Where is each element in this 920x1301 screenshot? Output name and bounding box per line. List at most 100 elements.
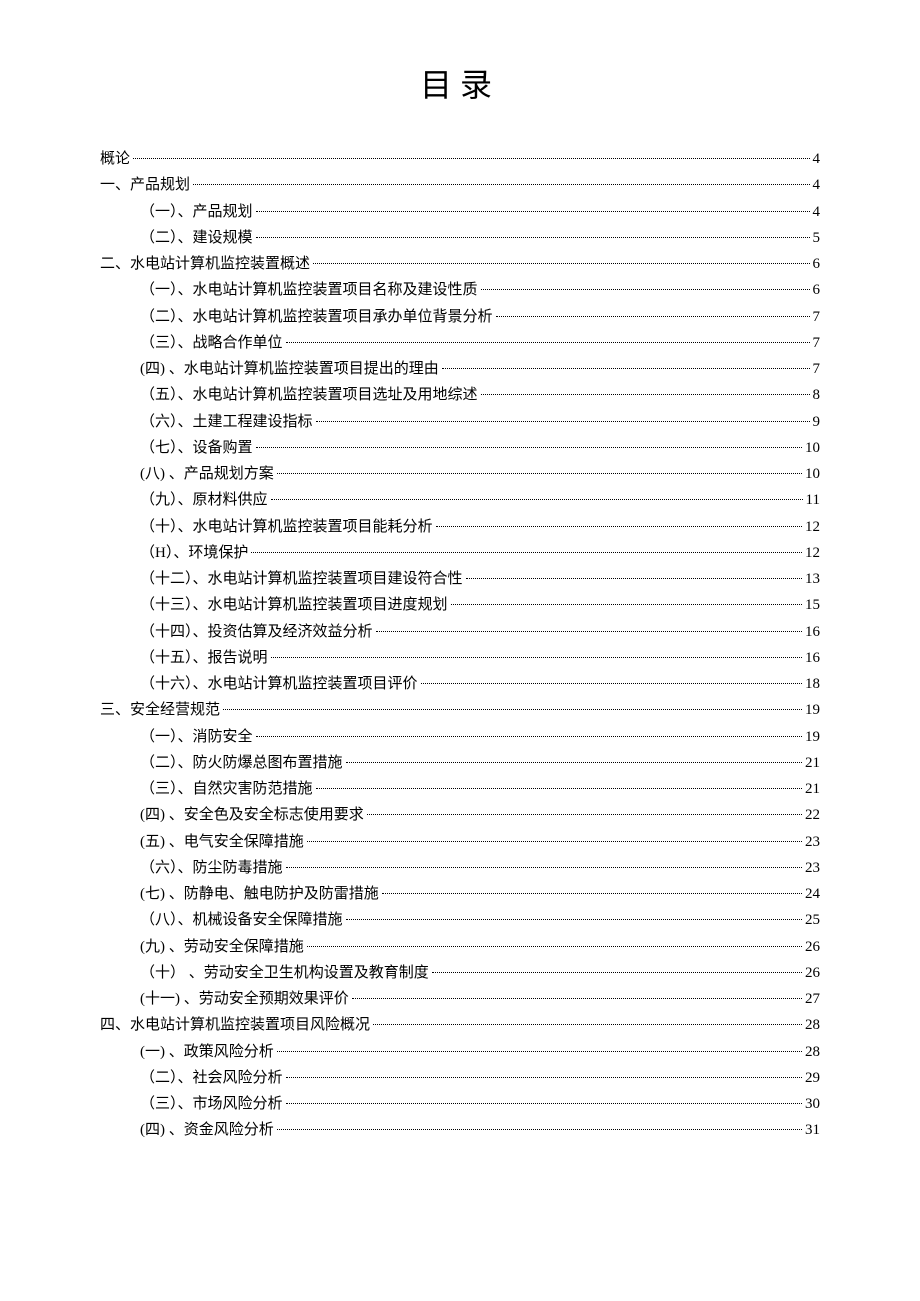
toc-entry: 三、安全经营规范19 bbox=[100, 697, 820, 723]
toc-entry-page: 10 bbox=[805, 461, 820, 487]
toc-leader-dots bbox=[286, 867, 802, 868]
toc-leader-dots bbox=[307, 841, 802, 842]
toc-container: 概论4一、产品规划4（一）、产品规划4（二）、建设规模5二、水电站计算机监控装置… bbox=[100, 146, 820, 1144]
toc-leader-dots bbox=[481, 289, 810, 290]
toc-entry: (四) 、水电站计算机监控装置项目提出的理由 7 bbox=[100, 356, 820, 382]
toc-leader-dots bbox=[277, 1129, 802, 1130]
toc-entry-page: 7 bbox=[813, 304, 821, 330]
toc-entry: 二、水电站计算机监控装置概述 6 bbox=[100, 251, 820, 277]
toc-leader-dots bbox=[376, 631, 802, 632]
toc-entry-label: (一) 、政策风险分析 bbox=[140, 1039, 274, 1065]
toc-leader-dots bbox=[193, 184, 809, 185]
toc-entry: (九) 、劳动安全保障措施26 bbox=[100, 934, 820, 960]
toc-entry-label: （三）、战略合作单位 bbox=[140, 330, 283, 356]
toc-entry-page: 12 bbox=[805, 540, 820, 566]
toc-entry: （七）、设备购置 10 bbox=[100, 435, 820, 461]
toc-entry-label: （十二）、水电站计算机监控装置项目建设符合性 bbox=[140, 566, 463, 592]
toc-leader-dots bbox=[451, 604, 802, 605]
toc-entry-label: (八) 、产品规划方案 bbox=[140, 461, 274, 487]
toc-leader-dots bbox=[496, 316, 810, 317]
toc-entry-page: 28 bbox=[805, 1012, 820, 1038]
toc-entry-page: 10 bbox=[805, 435, 820, 461]
toc-entry-page: 6 bbox=[813, 251, 821, 277]
toc-leader-dots bbox=[251, 552, 802, 553]
toc-entry: (一) 、政策风险分析28 bbox=[100, 1039, 820, 1065]
toc-leader-dots bbox=[436, 526, 802, 527]
toc-entry-label: 二、水电站计算机监控装置概述 bbox=[100, 251, 310, 277]
toc-entry: （三）、自然灾害防范措施21 bbox=[100, 776, 820, 802]
toc-leader-dots bbox=[352, 998, 802, 999]
toc-entry: （一）、水电站计算机监控装置项目名称及建设性质6 bbox=[100, 277, 820, 303]
toc-entry-page: 22 bbox=[805, 802, 820, 828]
toc-entry: （五）、水电站计算机监控装置项目选址及用地综述8 bbox=[100, 382, 820, 408]
toc-leader-dots bbox=[481, 394, 810, 395]
toc-entry-label: （三）、市场风险分析 bbox=[140, 1091, 283, 1117]
toc-entry-page: 12 bbox=[805, 514, 820, 540]
toc-entry: （十三）、水电站计算机监控装置项目进度规划15 bbox=[100, 592, 820, 618]
toc-entry: （一）、产品规划 4 bbox=[100, 199, 820, 225]
toc-leader-dots bbox=[432, 972, 802, 973]
toc-entry-label: (七) 、防静电、触电防护及防雷措施 bbox=[140, 881, 379, 907]
toc-entry-label: (五) 、电气安全保障措施 bbox=[140, 829, 304, 855]
toc-entry: 四、水电站计算机监控装置项目风险概况28 bbox=[100, 1012, 820, 1038]
toc-entry-label: (四) 、水电站计算机监控装置项目提出的理由 bbox=[140, 356, 439, 382]
toc-leader-dots bbox=[466, 578, 802, 579]
toc-entry: （十五）、报告说明16 bbox=[100, 645, 820, 671]
toc-leader-dots bbox=[286, 1077, 802, 1078]
toc-entry-label: （一）、产品规划 bbox=[140, 199, 253, 225]
toc-entry-page: 19 bbox=[805, 724, 820, 750]
toc-leader-dots bbox=[442, 368, 810, 369]
toc-leader-dots bbox=[373, 1024, 802, 1025]
toc-entry-page: 24 bbox=[805, 881, 820, 907]
toc-entry: (五) 、电气安全保障措施 23 bbox=[100, 829, 820, 855]
toc-entry-page: 27 bbox=[805, 986, 820, 1012]
toc-entry-page: 23 bbox=[805, 829, 820, 855]
toc-entry-label: （十） 、劳动安全卫生机构设置及教育制度 bbox=[140, 960, 429, 986]
toc-entry-label: (九) 、劳动安全保障措施 bbox=[140, 934, 304, 960]
toc-entry-page: 7 bbox=[813, 356, 821, 382]
toc-leader-dots bbox=[313, 263, 809, 264]
toc-entry-label: （H）、环境保护 bbox=[140, 540, 248, 566]
toc-title: 目录 bbox=[100, 60, 820, 106]
toc-entry-page: 4 bbox=[813, 199, 821, 225]
toc-entry-label: (四) 、资金风险分析 bbox=[140, 1117, 274, 1143]
toc-leader-dots bbox=[271, 657, 802, 658]
toc-leader-dots bbox=[223, 709, 802, 710]
toc-entry-page: 26 bbox=[805, 960, 820, 986]
toc-entry: （H）、环境保护 12 bbox=[100, 540, 820, 566]
toc-entry-page: 16 bbox=[805, 645, 820, 671]
toc-entry: （十六）、水电站计算机监控装置项目评价 18 bbox=[100, 671, 820, 697]
toc-entry-page: 4 bbox=[813, 172, 821, 198]
toc-entry-label: （十六）、水电站计算机监控装置项目评价 bbox=[140, 671, 418, 697]
toc-entry: 一、产品规划 4 bbox=[100, 172, 820, 198]
toc-leader-dots bbox=[307, 946, 802, 947]
toc-leader-dots bbox=[271, 499, 803, 500]
toc-entry-page: 23 bbox=[805, 855, 820, 881]
toc-entry-label: （七）、设备购置 bbox=[140, 435, 253, 461]
toc-leader-dots bbox=[277, 1051, 802, 1052]
toc-entry-label: 三、安全经营规范 bbox=[100, 697, 220, 723]
toc-entry: （二）、建设规模5 bbox=[100, 225, 820, 251]
toc-entry-page: 4 bbox=[813, 146, 821, 172]
toc-entry: （六）、防尘防毒措施23 bbox=[100, 855, 820, 881]
toc-entry: 概论 4 bbox=[100, 146, 820, 172]
toc-entry-label: 一、产品规划 bbox=[100, 172, 190, 198]
toc-entry-label: （二）、社会风险分析 bbox=[140, 1065, 283, 1091]
toc-entry-label: （二）、水电站计算机监控装置项目承办单位背景分析 bbox=[140, 304, 493, 330]
toc-entry-page: 18 bbox=[805, 671, 820, 697]
toc-entry: （九）、原材料供应11 bbox=[100, 487, 820, 513]
toc-entry: （三）、战略合作单位7 bbox=[100, 330, 820, 356]
toc-leader-dots bbox=[133, 158, 809, 159]
toc-entry-label: （五）、水电站计算机监控装置项目选址及用地综述 bbox=[140, 382, 478, 408]
toc-entry: (十一) 、劳动安全预期效果评价27 bbox=[100, 986, 820, 1012]
toc-entry-label: （十三）、水电站计算机监控装置项目进度规划 bbox=[140, 592, 448, 618]
toc-entry: （一）、消防安全19 bbox=[100, 724, 820, 750]
toc-leader-dots bbox=[346, 762, 802, 763]
toc-entry: (八) 、产品规划方案 10 bbox=[100, 461, 820, 487]
toc-entry: （十四）、投资估算及经济效益分析16 bbox=[100, 619, 820, 645]
toc-entry-label: （十四）、投资估算及经济效益分析 bbox=[140, 619, 373, 645]
toc-leader-dots bbox=[316, 421, 810, 422]
toc-entry-page: 25 bbox=[805, 907, 820, 933]
toc-entry-label: 概论 bbox=[100, 146, 130, 172]
toc-entry-page: 30 bbox=[805, 1091, 820, 1117]
